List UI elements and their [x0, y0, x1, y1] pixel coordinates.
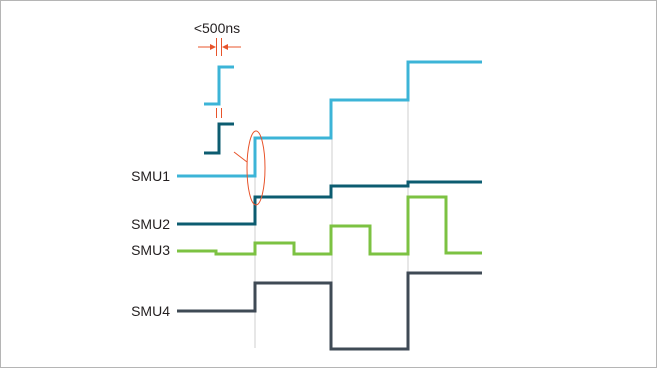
smu1-label: SMU1: [131, 168, 170, 184]
sync-highlight: [233, 130, 266, 206]
timing-arrow-left-head: [210, 44, 216, 50]
step-detail-inset: <500ns: [194, 20, 241, 155]
smu2-trace: [177, 180, 482, 226]
sync-highlight-pointer: [233, 151, 248, 163]
smu3-label: SMU3: [131, 242, 170, 258]
inset-smu2-step: [204, 122, 234, 155]
smu2-label: SMU2: [131, 216, 170, 232]
inset-smu1-step: [204, 65, 234, 106]
smu4-trace: [177, 271, 482, 351]
smu1-trace: [177, 60, 482, 178]
smu3-trace: [177, 195, 482, 256]
timing-arrow-right-head: [222, 44, 228, 50]
timing-label: <500ns: [194, 20, 240, 36]
sync-highlight-ellipse: [246, 130, 266, 206]
smu4-label: SMU4: [131, 303, 170, 319]
